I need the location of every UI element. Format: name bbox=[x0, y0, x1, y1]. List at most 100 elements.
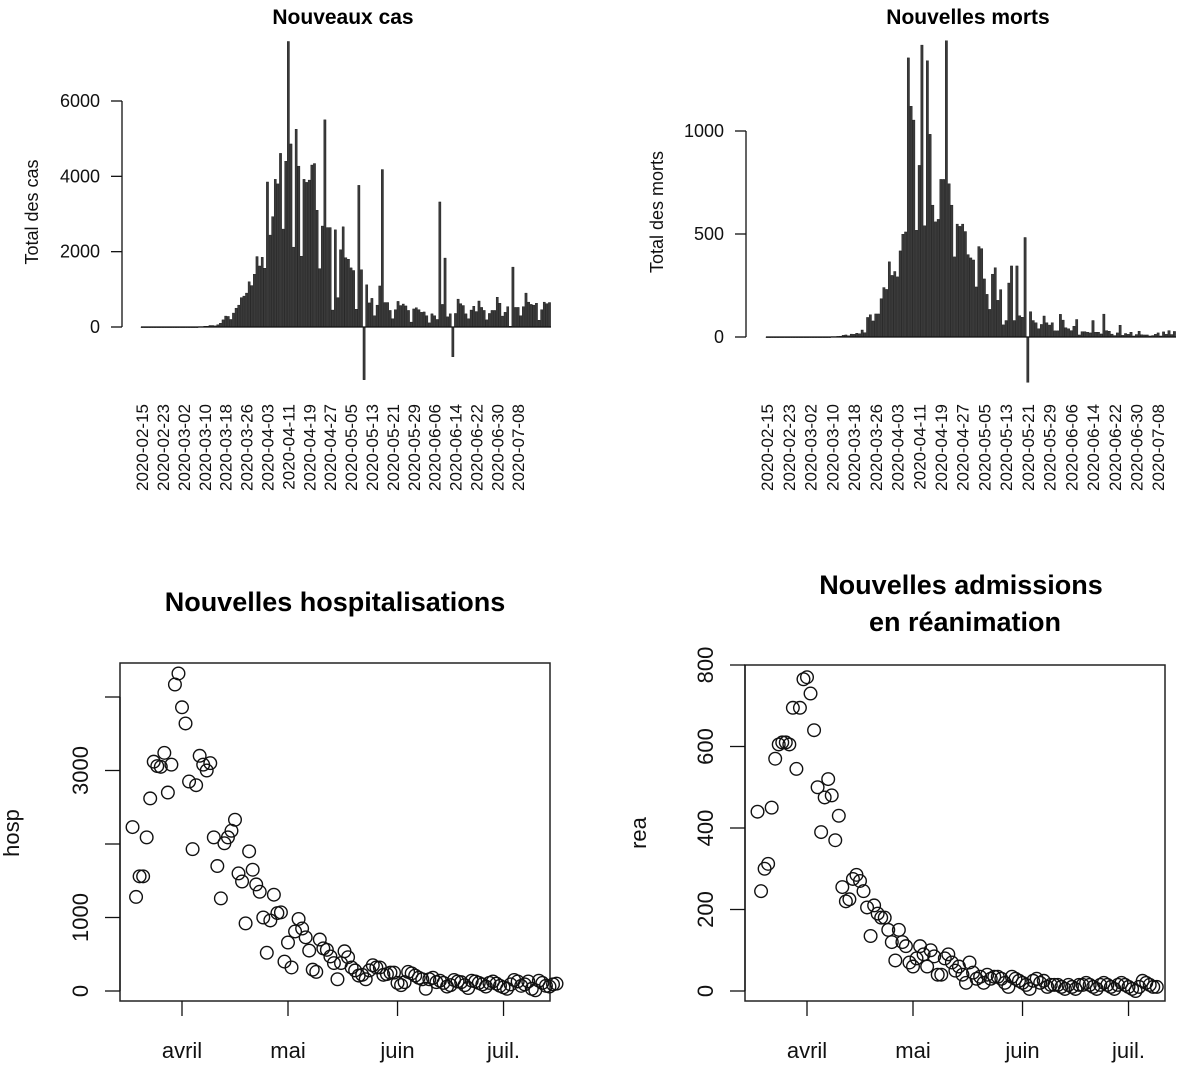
deaths-bar bbox=[1162, 331, 1165, 338]
rea-point bbox=[1054, 979, 1069, 994]
cases-bar bbox=[297, 165, 301, 328]
cases-bar bbox=[334, 229, 337, 328]
deaths-bar bbox=[999, 289, 1003, 338]
cases-bar bbox=[307, 179, 311, 328]
deaths-bar bbox=[1056, 330, 1060, 338]
cases-bar bbox=[362, 326, 366, 380]
cases-bar bbox=[501, 315, 504, 328]
cases-bar bbox=[378, 285, 382, 328]
hosp-point bbox=[397, 975, 412, 990]
cases-x-tick-label: 2020-05-21 bbox=[384, 404, 403, 491]
rea-point bbox=[976, 975, 991, 990]
hosp-point bbox=[478, 979, 493, 994]
cases-bar bbox=[373, 315, 376, 328]
hosp-point bbox=[139, 830, 154, 845]
rea-point bbox=[1082, 977, 1097, 992]
hosp-point bbox=[418, 981, 433, 996]
cases-bar bbox=[485, 319, 489, 328]
deaths-x-tick-label: 2020-06-06 bbox=[1062, 404, 1081, 491]
hosp-point bbox=[302, 943, 317, 958]
hosp-point bbox=[185, 842, 200, 857]
deaths-bar bbox=[926, 60, 929, 338]
rea-point bbox=[1149, 979, 1164, 994]
rea-point bbox=[927, 949, 942, 964]
hosp-point bbox=[125, 820, 140, 835]
deaths-bar bbox=[1102, 313, 1106, 338]
hosp-point bbox=[210, 859, 225, 874]
cases-bar bbox=[498, 303, 502, 328]
deaths-y-axis: 0 500 1000 bbox=[684, 121, 747, 347]
cases-x-tick-label: 2020-03-18 bbox=[217, 404, 236, 491]
deaths-bar bbox=[1042, 315, 1046, 338]
deaths-bar bbox=[1097, 332, 1100, 338]
deaths-bar bbox=[1105, 330, 1108, 338]
cases-x-tick-label: 2020-03-10 bbox=[196, 404, 215, 491]
rea-point bbox=[884, 935, 899, 950]
deaths-bar bbox=[996, 300, 1000, 338]
rea-point bbox=[817, 790, 832, 805]
deaths-x-tick-label: 2020-02-23 bbox=[780, 404, 799, 491]
cases-bar bbox=[255, 256, 259, 328]
cases-bar bbox=[302, 179, 306, 328]
deaths-bar bbox=[1050, 322, 1054, 338]
rea-point bbox=[821, 772, 836, 787]
rea-point bbox=[1110, 977, 1125, 992]
cases-bar bbox=[422, 311, 426, 328]
deaths-bar bbox=[1061, 319, 1065, 338]
deaths-y-tick-label: 1000 bbox=[684, 121, 724, 141]
cases-bar bbox=[540, 309, 543, 328]
rea-point bbox=[831, 808, 846, 823]
cases-bar bbox=[339, 249, 342, 328]
hosp-point bbox=[192, 748, 207, 763]
deaths-x-tick-label: 2020-04-19 bbox=[932, 404, 951, 491]
hosp-point bbox=[256, 910, 271, 925]
deaths-x-tick-label: 2020-03-18 bbox=[845, 404, 864, 491]
cases-bar bbox=[443, 257, 447, 328]
rea-point bbox=[835, 880, 850, 895]
rea-point bbox=[1096, 975, 1111, 990]
cases-bar bbox=[488, 313, 491, 328]
hosp-point bbox=[355, 967, 370, 982]
cases-bar bbox=[226, 316, 230, 328]
rea-point bbox=[1061, 977, 1076, 992]
deaths-bar bbox=[1053, 330, 1057, 338]
cases-bar bbox=[315, 210, 319, 328]
hosp-y-tick-label: 3000 bbox=[68, 746, 93, 795]
deaths-bar bbox=[877, 313, 880, 338]
deaths-bar bbox=[1069, 330, 1073, 338]
hosp-point bbox=[521, 974, 536, 989]
cases-bar bbox=[221, 319, 225, 328]
cases-bar bbox=[368, 302, 371, 328]
rea-y-tick-label: 400 bbox=[693, 810, 718, 847]
hosp-y-axis: 0 1000 3000 bbox=[68, 696, 121, 997]
rea-x-tick-label: mai bbox=[895, 1038, 930, 1063]
deaths-bar bbox=[969, 257, 973, 338]
cases-bar bbox=[415, 307, 418, 328]
deaths-bar bbox=[1167, 330, 1171, 338]
rea-points bbox=[750, 670, 1164, 999]
cases-bar bbox=[464, 313, 468, 328]
hosp-point bbox=[531, 973, 546, 988]
hosp-point bbox=[323, 949, 338, 964]
cases-bar bbox=[273, 179, 277, 328]
cases-bar bbox=[294, 129, 298, 328]
cases-y-tick-label: 2000 bbox=[60, 242, 100, 262]
hosp-point bbox=[383, 965, 398, 980]
cases-bar bbox=[548, 302, 551, 328]
cases-bar bbox=[542, 301, 546, 328]
cases-x-tick-label: 2020-04-03 bbox=[259, 404, 278, 491]
deaths-bar bbox=[1031, 320, 1035, 338]
cases-bar bbox=[462, 305, 465, 328]
cases-bar bbox=[232, 312, 235, 328]
hosp-y-tick-label: 0 bbox=[68, 985, 93, 997]
cases-bar bbox=[407, 310, 410, 328]
rea-point bbox=[1057, 981, 1072, 996]
cases-bar bbox=[224, 315, 227, 328]
deaths-bar bbox=[1064, 327, 1068, 338]
deaths-bar bbox=[1107, 331, 1111, 338]
hosp-y-axis-label: hosp bbox=[0, 809, 24, 857]
deaths-bar bbox=[964, 231, 967, 338]
rea-point bbox=[941, 947, 956, 962]
deaths-bar bbox=[1094, 332, 1098, 338]
